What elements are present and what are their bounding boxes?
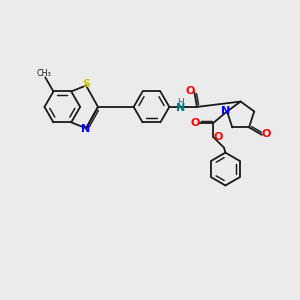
Text: N: N [176,103,185,113]
Text: CH₃: CH₃ [37,69,51,78]
Text: O: O [261,129,271,139]
Text: N: N [221,106,230,116]
Text: S: S [82,79,90,89]
Text: N: N [81,124,90,134]
Text: H: H [177,98,184,107]
Text: O: O [185,86,195,96]
Text: O: O [190,118,200,128]
Text: O: O [213,131,223,142]
